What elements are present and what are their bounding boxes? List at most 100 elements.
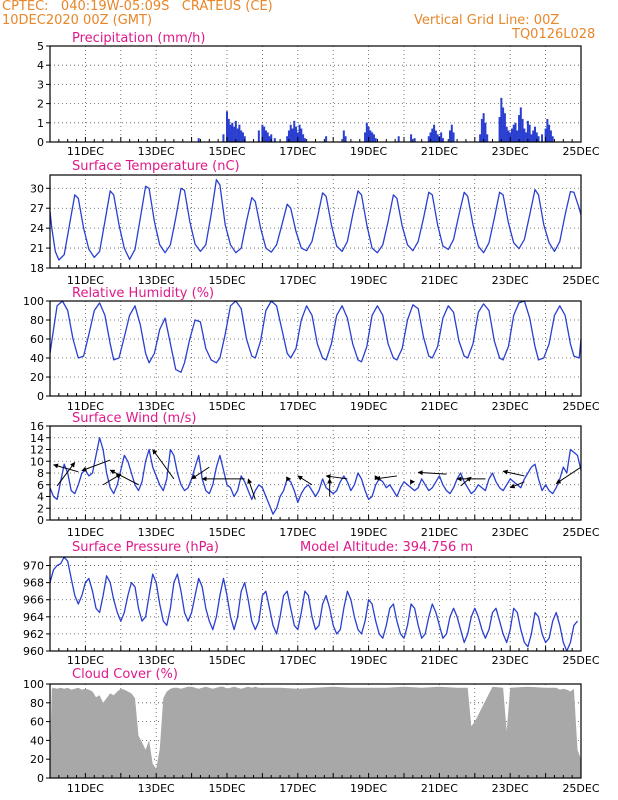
pressure-ytick-label: 968 <box>23 577 44 590</box>
wind-ytick-label: 10 <box>30 455 44 468</box>
cloud-area <box>50 686 581 778</box>
precip-bar <box>541 134 544 142</box>
precip-bar <box>503 113 506 142</box>
precip-bar <box>514 122 517 142</box>
wind-arrow <box>555 466 582 484</box>
temp-ytick-label: 21 <box>30 242 44 255</box>
precip-bar <box>484 122 487 142</box>
precip-bar <box>268 136 271 142</box>
rh-ytick-label: 100 <box>23 295 44 308</box>
rh-ytick-label: 20 <box>30 371 44 384</box>
pressure-ytick-label: 966 <box>23 594 44 607</box>
precip-bar <box>486 134 489 142</box>
precip-bar <box>231 122 234 142</box>
precip-ytick-label: 4 <box>37 59 44 72</box>
cloud-title: Cloud Cover (%) <box>72 667 178 682</box>
precip-bar <box>374 138 377 142</box>
precip-bar <box>519 107 522 142</box>
precip-bar <box>364 132 367 142</box>
precip-bar <box>427 136 430 142</box>
cloud-ytick-label: 100 <box>23 678 44 691</box>
precip-bar <box>530 134 533 142</box>
wind-ytick-label: 4 <box>37 491 44 504</box>
cloud-ytick-label: 40 <box>30 734 44 747</box>
precip-bar <box>273 138 276 142</box>
precip-title: Precipitation (mm/h) <box>72 31 205 46</box>
rh-ytick-label: 40 <box>30 352 44 365</box>
precip-bar <box>298 124 301 142</box>
wind-xtick-label: 17DEC <box>279 526 316 539</box>
precip-bar <box>293 120 296 142</box>
precip-xtick-label: 13DEC <box>138 145 175 158</box>
temp-frame <box>49 174 582 269</box>
pressure-xtick-label: 13DEC <box>138 654 175 667</box>
precip-bar <box>302 134 305 142</box>
precip-xtick-label: 23DEC <box>492 145 529 158</box>
precip-bar <box>342 130 345 142</box>
rh-series-line <box>49 300 582 373</box>
wind-arrow <box>53 463 79 473</box>
temp-xtick-label: 19DEC <box>350 274 387 287</box>
pressure-panel: Surface Pressure (hPa) Model Altitude: 39… <box>23 540 600 667</box>
precip-bar <box>263 126 266 142</box>
cloud-ytick-label: 20 <box>30 753 44 766</box>
rh-ytick-label: 60 <box>30 333 44 346</box>
precip-bar <box>440 132 443 142</box>
precip-bar <box>521 118 524 142</box>
pressure-series-line <box>49 556 578 652</box>
temp-xtick-label: 17DEC <box>279 274 316 287</box>
precip-ytick-label: 0 <box>37 136 44 149</box>
temp-panel: Surface Temperature (nC) 18 21 24 27 30 11DEC 1… <box>30 159 600 287</box>
wind-xtick-label: 21DEC <box>421 526 458 539</box>
precip-bar <box>429 132 432 142</box>
precip-bar <box>507 130 510 142</box>
temp-xtick-label: 23DEC <box>492 274 529 287</box>
precip-bar <box>226 111 228 142</box>
wind-arrow <box>56 462 76 487</box>
precip-bar <box>526 120 529 142</box>
precip-bar <box>410 134 413 142</box>
wind-ytick-label: 2 <box>37 502 44 515</box>
precip-bar <box>369 130 372 142</box>
pressure-ytick-label: 964 <box>23 611 44 624</box>
rh-panel: Relative Humidity (%) 0 20 40 60 80 100 11DEC 13… <box>23 286 600 413</box>
wind-arrow <box>375 475 397 481</box>
precip-bar <box>229 124 232 142</box>
temp-ytick-label: 18 <box>30 262 44 275</box>
rh-xtick-label: 23DEC <box>492 400 529 413</box>
rh-xtick-label: 15DEC <box>208 400 245 413</box>
pressure-xtick-label: 11DEC <box>67 654 104 667</box>
rh-xtick-label: 13DEC <box>138 400 175 413</box>
precip-bar <box>450 124 453 142</box>
precip-bar <box>516 130 519 142</box>
wind-ytick-label: 6 <box>37 479 44 492</box>
precip-bar <box>537 136 540 142</box>
wind-arrow <box>509 481 525 489</box>
precip-bar <box>264 130 267 142</box>
wind-arrow <box>191 466 210 480</box>
precip-xtick-label: 19DEC <box>350 145 387 158</box>
precip-bar <box>325 136 328 142</box>
precip-bar <box>270 134 273 142</box>
precip-bar <box>344 136 347 142</box>
precip-bar <box>433 124 436 142</box>
precip-bar <box>295 126 298 142</box>
cloud-ytick-label: 60 <box>30 716 44 729</box>
pressure-ytick-label: 970 <box>23 560 44 573</box>
precip-xtick-label: 21DEC <box>421 145 458 158</box>
rh-title: Relative Humidity (%) <box>72 286 214 301</box>
wind-ytick-label: 8 <box>37 467 44 480</box>
precip-bar <box>291 128 294 142</box>
precip-xtick-label: 25DEC <box>562 145 599 158</box>
cloud-xtick-label: 21DEC <box>421 782 458 795</box>
precip-bar <box>500 97 503 142</box>
precip-bar <box>441 138 444 142</box>
temp-series-line <box>49 178 582 261</box>
temp-xtick-label: 13DEC <box>138 274 175 287</box>
temp-xtick-label: 11DEC <box>67 274 104 287</box>
precip-panel: Precipitation (mm/h) 0 1 2 3 4 5 11DEC 13DEC 15DE… <box>37 31 600 158</box>
temp-xtick-label: 15DEC <box>208 274 245 287</box>
rh-ytick-label: 0 <box>37 390 44 403</box>
precip-bar <box>236 128 239 142</box>
